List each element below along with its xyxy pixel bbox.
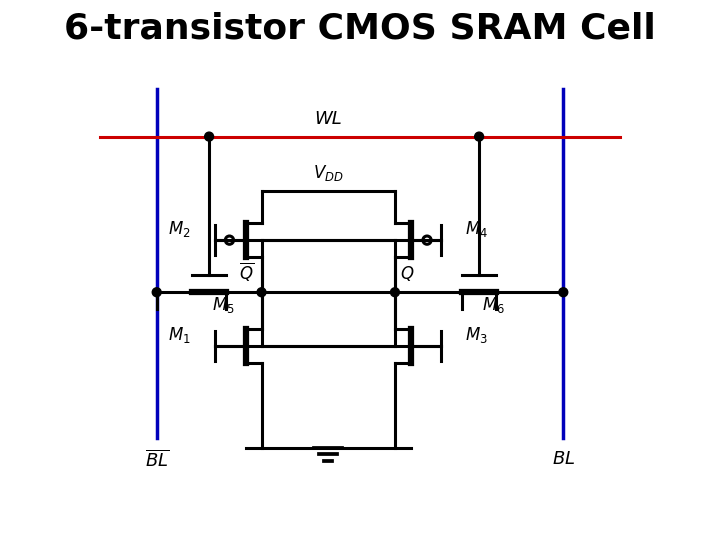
Text: $M_6$: $M_6$ [482, 295, 505, 315]
Circle shape [204, 132, 214, 141]
Text: $M_2$: $M_2$ [168, 219, 191, 239]
Text: $BL$: $BL$ [552, 450, 575, 468]
Text: $M_5$: $M_5$ [212, 295, 235, 315]
Circle shape [152, 288, 161, 296]
Circle shape [474, 132, 484, 141]
Text: $Q$: $Q$ [400, 264, 415, 283]
Circle shape [390, 288, 400, 296]
Text: $M_1$: $M_1$ [168, 325, 191, 345]
Circle shape [559, 288, 568, 296]
Text: $V_{DD}$: $V_{DD}$ [313, 163, 343, 183]
Text: 6-transistor CMOS SRAM Cell: 6-transistor CMOS SRAM Cell [64, 11, 656, 45]
Text: WL: WL [315, 110, 342, 127]
Text: $\overline{BL}$: $\overline{BL}$ [145, 450, 169, 470]
Text: $\overline{Q}$: $\overline{Q}$ [239, 260, 254, 283]
Circle shape [257, 288, 266, 296]
Text: $M_3$: $M_3$ [465, 325, 488, 345]
Text: $M_4$: $M_4$ [465, 219, 488, 239]
